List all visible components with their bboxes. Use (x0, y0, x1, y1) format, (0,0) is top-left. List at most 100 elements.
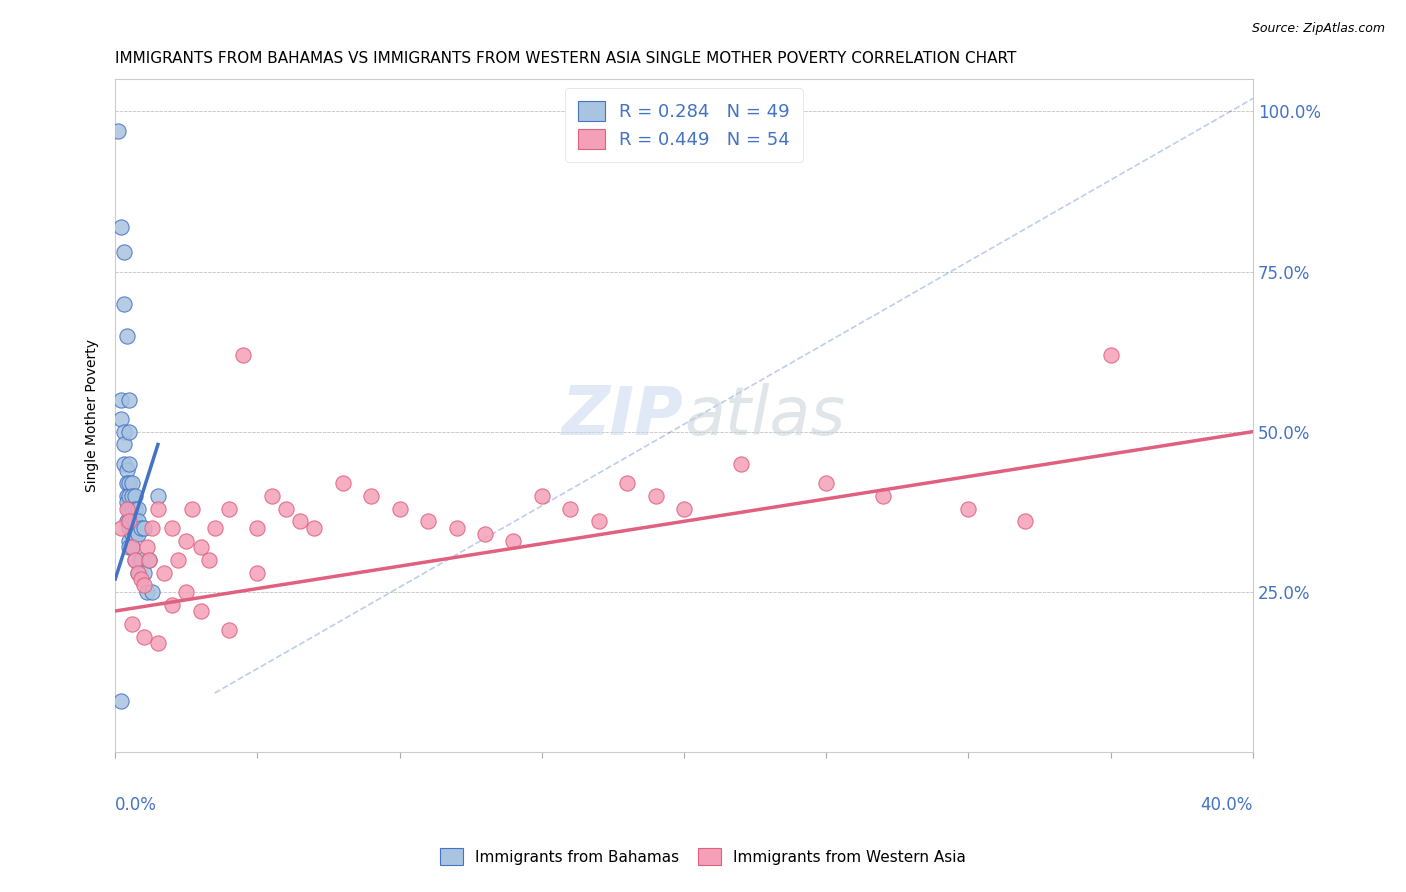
Point (416, 514, 439, 528)
Point (124, 489, 146, 503)
Point (118, 521, 141, 535)
Point (560, 501, 582, 516)
Point (124, 553, 146, 567)
Point (530, 489, 553, 503)
Point (872, 489, 894, 503)
Point (112, 245, 135, 260)
Point (232, 348, 254, 362)
Point (1014, 514, 1036, 528)
Point (146, 636, 169, 650)
Point (121, 501, 143, 516)
Point (135, 584, 157, 599)
Point (132, 521, 155, 535)
Point (110, 694, 132, 708)
Point (190, 604, 212, 618)
Point (112, 425, 135, 439)
Y-axis label: Single Mother Poverty: Single Mother Poverty (86, 339, 100, 492)
Point (118, 457, 141, 471)
Point (121, 527, 143, 541)
Point (388, 501, 411, 516)
Point (246, 521, 269, 535)
Point (107, 123, 129, 137)
Point (129, 521, 152, 535)
Legend: R = 0.284   N = 49, R = 0.449   N = 54: R = 0.284 N = 49, R = 0.449 N = 54 (565, 88, 803, 161)
Point (115, 475, 138, 490)
Point (360, 489, 382, 503)
Point (138, 553, 160, 567)
Point (132, 578, 155, 592)
Point (124, 553, 146, 567)
Point (146, 501, 169, 516)
Point (115, 495, 138, 509)
Point (110, 392, 132, 407)
Legend: Immigrants from Bahamas, Immigrants from Western Asia: Immigrants from Bahamas, Immigrants from… (434, 842, 972, 871)
Point (132, 630, 155, 644)
Text: 0.0%: 0.0% (115, 796, 157, 814)
Point (121, 489, 143, 503)
Point (118, 533, 141, 548)
Point (181, 501, 204, 516)
Point (957, 501, 980, 516)
Point (115, 489, 138, 503)
Point (127, 566, 149, 580)
Point (115, 463, 138, 477)
Point (110, 412, 132, 426)
Point (588, 514, 610, 528)
Point (274, 501, 297, 516)
Point (118, 392, 141, 407)
Point (118, 501, 141, 516)
Point (152, 566, 174, 580)
Point (135, 540, 157, 554)
Point (127, 527, 149, 541)
Point (129, 553, 152, 567)
Point (115, 328, 138, 343)
Point (160, 598, 183, 612)
Point (118, 489, 141, 503)
Point (288, 514, 311, 528)
Point (644, 489, 666, 503)
Text: 40.0%: 40.0% (1201, 796, 1253, 814)
Point (121, 540, 143, 554)
Point (118, 425, 141, 439)
Text: atlas: atlas (685, 383, 845, 449)
Point (730, 457, 752, 471)
Point (110, 219, 132, 234)
Point (112, 437, 135, 451)
Point (673, 501, 696, 516)
Point (198, 553, 221, 567)
Point (112, 457, 135, 471)
Point (129, 572, 152, 586)
Point (146, 489, 169, 503)
Point (815, 475, 838, 490)
Point (115, 501, 138, 516)
Point (121, 540, 143, 554)
Point (127, 514, 149, 528)
Point (132, 566, 155, 580)
Point (176, 533, 198, 548)
Point (118, 514, 141, 528)
Text: ZIP: ZIP (562, 383, 685, 449)
Point (112, 296, 135, 310)
Point (304, 521, 326, 535)
Point (115, 514, 138, 528)
Point (332, 475, 354, 490)
Point (127, 501, 149, 516)
Point (121, 475, 143, 490)
Point (110, 521, 132, 535)
Point (160, 521, 183, 535)
Point (118, 540, 141, 554)
Point (260, 489, 283, 503)
Point (138, 553, 160, 567)
Point (246, 566, 269, 580)
Point (118, 475, 141, 490)
Point (616, 475, 638, 490)
Point (190, 540, 212, 554)
Point (121, 616, 143, 631)
Point (1099, 348, 1122, 362)
Point (166, 553, 188, 567)
Point (124, 514, 146, 528)
Point (141, 584, 163, 599)
Point (127, 566, 149, 580)
Point (502, 533, 524, 548)
Point (218, 624, 240, 638)
